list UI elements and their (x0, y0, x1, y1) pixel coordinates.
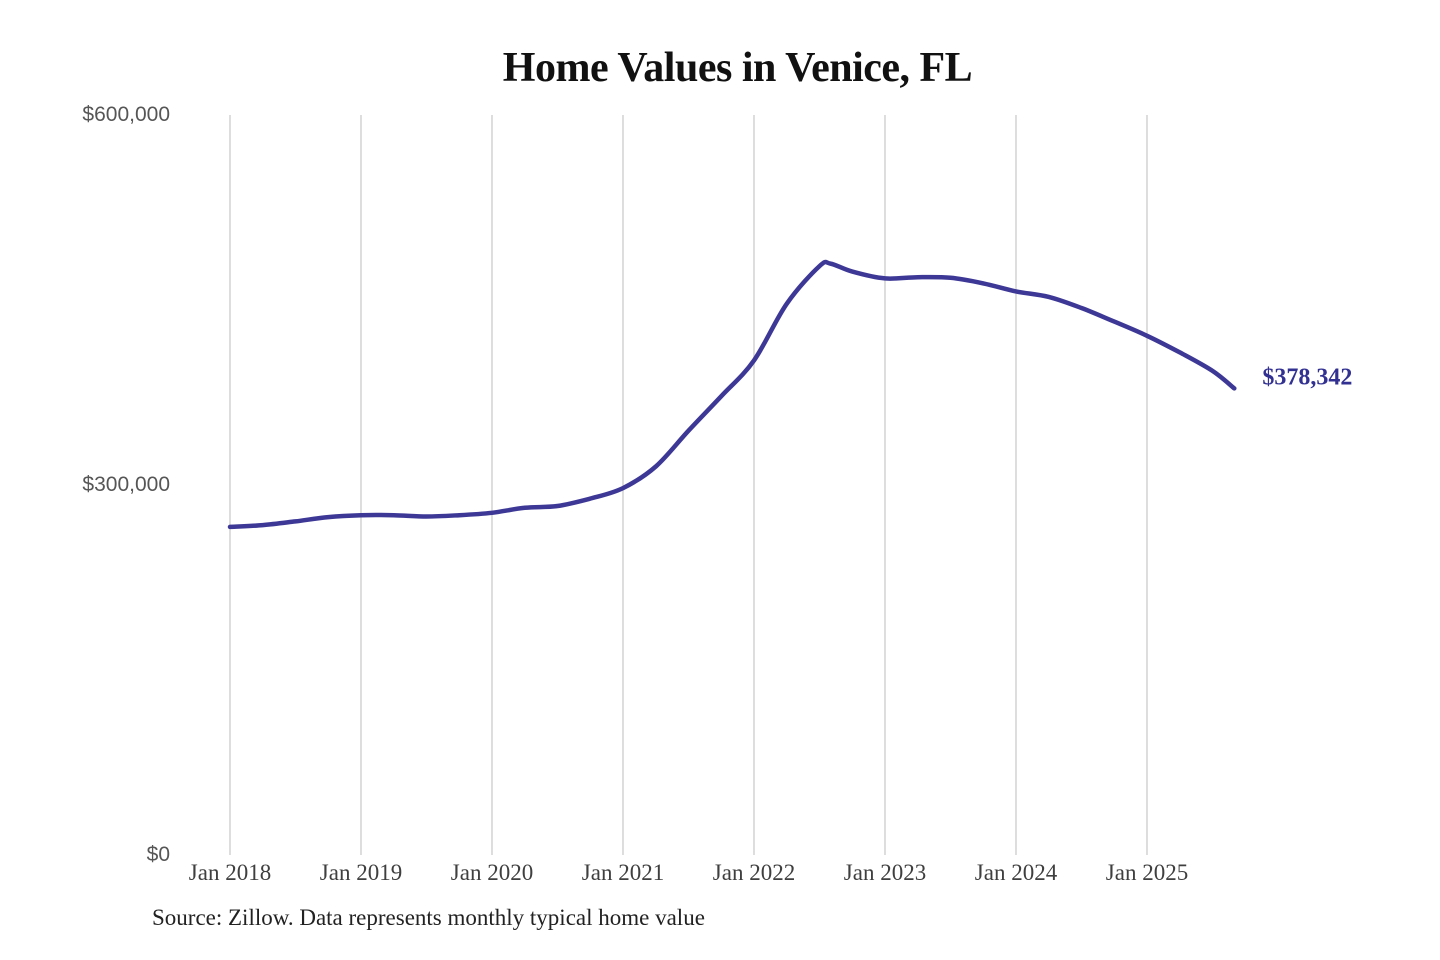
x-tick-jan-2018: Jan 2018 (188, 860, 272, 885)
current-value-label: $378,342 (1262, 364, 1353, 391)
y-tick-600000: $600,000 (82, 103, 170, 126)
y-tick-300000: $300,000 (82, 473, 170, 496)
y-tick-0: $0 (146, 843, 170, 866)
x-tick-jan-2025: Jan 2025 (1105, 860, 1189, 885)
x-tick-jan-2022: Jan 2022 (712, 860, 796, 885)
x-tick-jan-2024: Jan 2024 (974, 860, 1058, 885)
x-tick-jan-2021: Jan 2021 (581, 860, 665, 885)
home-value-line (227, 259, 1237, 530)
source-note: Source: Zillow. Data represents monthly … (152, 905, 705, 930)
x-tick-jan-2020: Jan 2020 (450, 860, 534, 885)
chart-title: Home Values in Venice, FL (502, 45, 973, 91)
x-tick-jan-2019: Jan 2019 (319, 860, 403, 885)
x-tick-jan-2023: Jan 2023 (843, 860, 927, 885)
